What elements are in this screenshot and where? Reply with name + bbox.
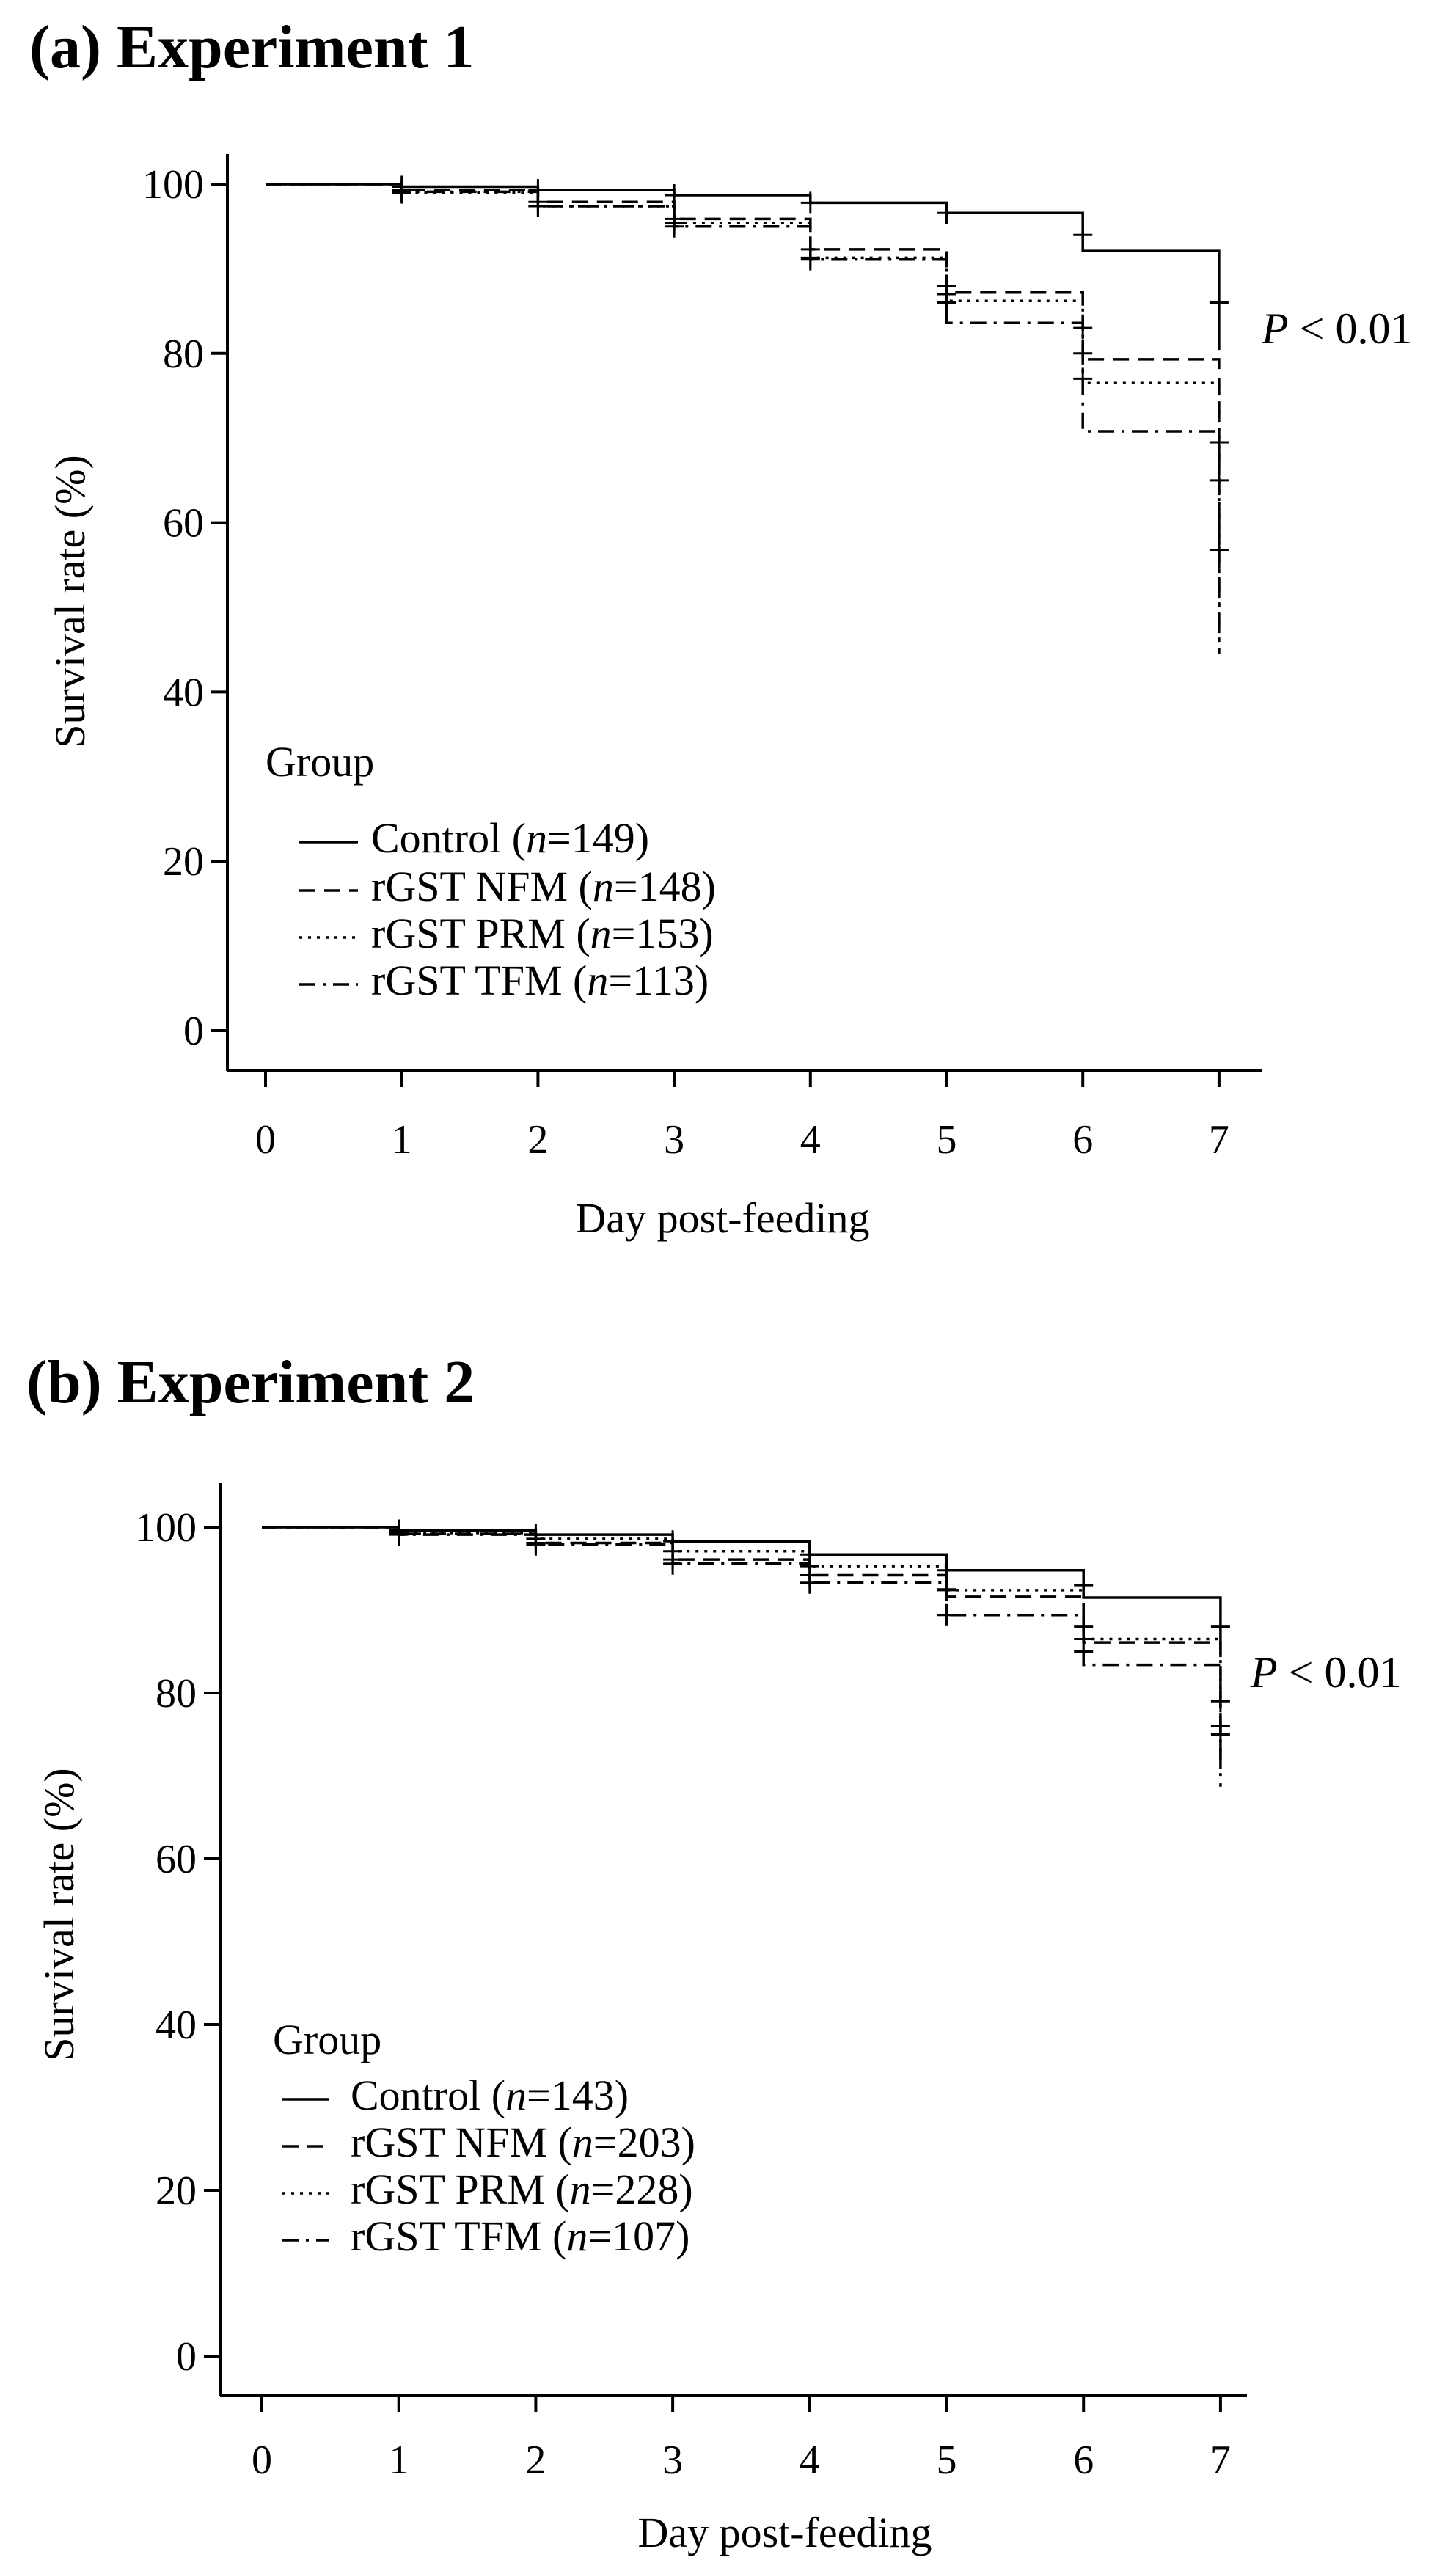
legend-entry-label: rGST NFM (n=148) [371,863,716,910]
legend-entry-label: rGST TFM (n=107) [351,2212,689,2260]
y-tick-label: 80 [156,1671,197,1716]
x-tick-label: 7 [1210,2438,1231,2483]
series-line-rgst-nfm [266,183,1221,607]
legend-title: Group [273,2016,381,2063]
y-axis-label: Survival rate (%) [46,455,94,747]
y-tick-label: 80 [163,332,204,377]
panel-a: (a) Experiment 1 Survival rate (%) Day p… [29,13,1413,1242]
series-line-rgst-tfm [262,1526,1222,1787]
y-tick-label: 0 [183,1009,204,1054]
x-tick-label: 3 [662,2438,683,2483]
x-tick-label: 1 [389,2438,409,2483]
legend-entry-label: Control (n=149) [371,814,649,862]
x-tick-label: 5 [937,1117,957,1163]
x-tick-label: 4 [800,1117,821,1163]
y-tick-label: 20 [163,839,204,885]
panel-b: (b) Experiment 2 Survival rate (%) Day p… [26,1348,1402,2556]
x-tick-label: 0 [252,2438,272,2483]
x-tick-label: 3 [664,1117,684,1163]
legend-entry-label: rGST PRM (n=228) [351,2165,693,2213]
x-tick-label: 6 [1072,1117,1093,1163]
x-tick-label: 7 [1209,1117,1229,1163]
series-line-control [262,1526,1222,1650]
y-tick-label: 0 [176,2334,197,2380]
x-tick-label: 0 [255,1117,276,1163]
legend-entry-label: rGST NFM (n=203) [351,2118,695,2166]
y-tick-label: 60 [156,1837,197,1882]
p-threshold: < 0.01 [1289,304,1413,353]
x-tick-label: 5 [937,2438,957,2483]
legend-title: Group [266,738,374,786]
legend-entry-label: rGST PRM (n=153) [371,910,714,957]
y-tick-label: 20 [156,2168,197,2214]
p-value-annotation: P < 0.01 [1250,1648,1402,1697]
x-tick-label: 2 [525,2438,546,2483]
p-symbol: P [1250,1648,1278,1697]
y-axis-label: Survival rate (%) [35,1768,83,2060]
x-tick-label: 6 [1073,2438,1094,2483]
p-symbol: P [1261,304,1289,353]
series-line-control [266,183,1221,351]
series-line-rgst-tfm [266,183,1221,654]
y-tick-label: 40 [163,670,204,715]
y-tick-label: 60 [163,501,204,546]
y-tick-label: 40 [156,2003,197,2048]
legend-entry-label: Control (n=143) [351,2071,629,2119]
x-axis-label: Day post-feeding [575,1194,869,1242]
x-tick-label: 1 [392,1117,412,1163]
series-line-rgst-prm [266,183,1221,650]
x-tick-label: 2 [527,1117,548,1163]
series-line-rgst-nfm [262,1526,1222,1760]
legend-entry-label: rGST TFM (n=113) [371,957,709,1004]
panel-title: (a) Experiment 1 [29,13,475,81]
x-tick-label: 4 [800,2438,820,2483]
panel-title: (b) Experiment 2 [26,1348,475,1416]
x-axis-label: Day post-feeding [637,2509,932,2556]
p-threshold: < 0.01 [1278,1648,1402,1697]
p-value-annotation: P < 0.01 [1261,304,1413,353]
y-tick-label: 100 [142,162,204,208]
y-tick-label: 100 [135,1505,197,1551]
